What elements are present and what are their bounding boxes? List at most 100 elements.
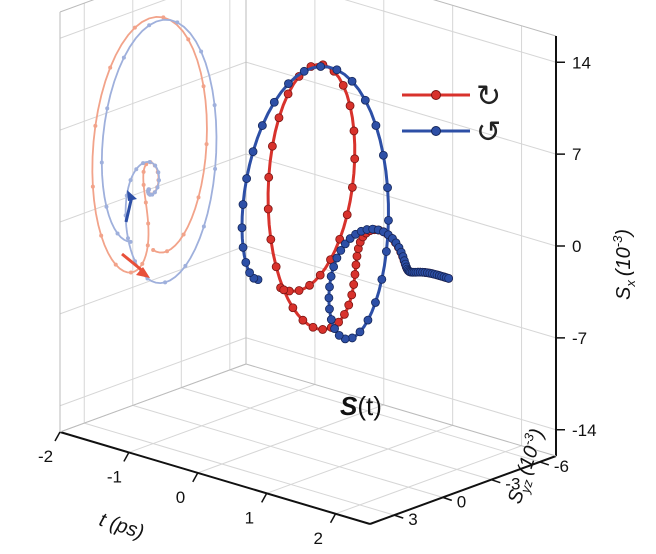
red-direction-arrow xyxy=(121,252,145,274)
grid-line-back-z xyxy=(344,0,557,63)
projection-marker xyxy=(134,167,139,172)
series-marker xyxy=(371,121,381,130)
series-marker xyxy=(360,95,370,105)
projection-marker xyxy=(175,20,180,25)
series-marker xyxy=(336,246,346,255)
projection-marker xyxy=(128,178,133,183)
series-marker xyxy=(325,304,334,314)
series-marker xyxy=(378,150,388,160)
projection-marker xyxy=(128,239,133,244)
series-marker xyxy=(266,235,276,244)
projection-marker xyxy=(132,25,137,30)
projection-marker xyxy=(146,187,151,192)
box-edge xyxy=(59,0,95,13)
series-marker xyxy=(355,327,365,337)
series-marker xyxy=(326,271,336,281)
series-marker xyxy=(238,200,248,209)
z-tick-label: 14 xyxy=(572,53,591,72)
z-axis-label: Sx (10-3) xyxy=(610,229,638,300)
projection-marker xyxy=(199,49,204,54)
series-marker xyxy=(248,147,258,157)
yz-tick-mark xyxy=(442,496,453,502)
projection-marker xyxy=(153,163,158,168)
projection-marker xyxy=(165,249,170,254)
projection-marker xyxy=(144,162,149,167)
yz-tick-label: -3 xyxy=(505,475,520,494)
z-axis-label-close: ) xyxy=(613,229,635,238)
grid-line-floor-t xyxy=(266,424,453,494)
chart-title-arg: (t) xyxy=(357,391,382,421)
series-marker xyxy=(351,260,361,270)
projection-marker xyxy=(151,247,156,252)
series-marker xyxy=(325,282,334,292)
projection-marker xyxy=(212,103,217,108)
chart-title: S(t) xyxy=(340,391,382,421)
legend-symbol-red: ↻ xyxy=(476,79,501,114)
projection-marker xyxy=(115,231,120,236)
projection-marker xyxy=(155,185,160,190)
series-marker xyxy=(326,315,336,324)
series-marker xyxy=(338,80,348,90)
x-tick-mark xyxy=(123,452,130,462)
projection-marker xyxy=(141,182,146,187)
x-axis-label: t (ps) xyxy=(96,509,146,544)
projection-marker xyxy=(93,123,98,128)
series-marker xyxy=(444,273,454,283)
z-tick-label: -7 xyxy=(572,329,587,348)
projection-marker xyxy=(156,170,161,175)
box-edge xyxy=(245,363,557,457)
projection-marker xyxy=(90,184,95,189)
series-marker xyxy=(269,97,279,107)
projection-marker xyxy=(146,221,151,226)
series-marker xyxy=(377,274,387,284)
series-marker xyxy=(340,309,349,319)
legend-marker-red xyxy=(431,90,441,100)
z-tick-label: -14 xyxy=(572,421,597,440)
x-tick-mark xyxy=(54,431,61,442)
series-marker xyxy=(267,141,277,151)
series-marker xyxy=(349,126,359,136)
legend-marker-blue xyxy=(431,126,441,136)
series-marker xyxy=(305,280,314,290)
series-marker xyxy=(347,290,357,300)
projection-marker xyxy=(196,195,201,200)
x-tick-label: 2 xyxy=(314,529,323,548)
grid-line-floor-yz xyxy=(132,404,443,498)
series-marker xyxy=(238,242,248,252)
yz-tick-label: -6 xyxy=(554,457,569,476)
projection-marker xyxy=(213,166,218,171)
series-marker xyxy=(329,262,339,272)
yz-tick-label: 3 xyxy=(408,510,417,529)
series-marker xyxy=(350,269,360,279)
grid-line-side-z xyxy=(59,61,247,131)
projection-marker xyxy=(161,15,166,20)
series-marker xyxy=(298,315,308,325)
projection-marker xyxy=(113,262,118,267)
projection-marker xyxy=(141,169,146,174)
projection-marker xyxy=(147,160,152,165)
series-marker xyxy=(245,268,254,278)
projection-marker xyxy=(183,263,188,268)
x-tick-label: -1 xyxy=(107,467,122,486)
series-marker xyxy=(384,215,393,225)
grid-line-floor-t xyxy=(335,445,522,515)
projection-line-0 xyxy=(91,15,208,274)
grid-line-back-z xyxy=(245,337,557,431)
box-edge xyxy=(59,363,247,433)
z-axis-label-symbol: S xyxy=(613,286,635,300)
yz-axis-label: Syz(10-3) xyxy=(501,425,552,507)
z-axis-label-sub: x xyxy=(623,280,638,288)
series-marker xyxy=(299,66,309,76)
blue-arrow-head xyxy=(127,190,137,201)
series-marker xyxy=(241,258,251,267)
series-marker xyxy=(315,270,325,280)
x-tick-label: -2 xyxy=(38,447,53,466)
projection-marker xyxy=(99,160,104,165)
projection-marker xyxy=(163,280,168,285)
x-tick-mark xyxy=(329,513,337,524)
yz-tick-mark xyxy=(539,461,550,466)
yz-axis-label-unit: (10 xyxy=(513,443,543,477)
yz-tick-mark xyxy=(491,478,501,484)
series-marker xyxy=(283,89,293,99)
